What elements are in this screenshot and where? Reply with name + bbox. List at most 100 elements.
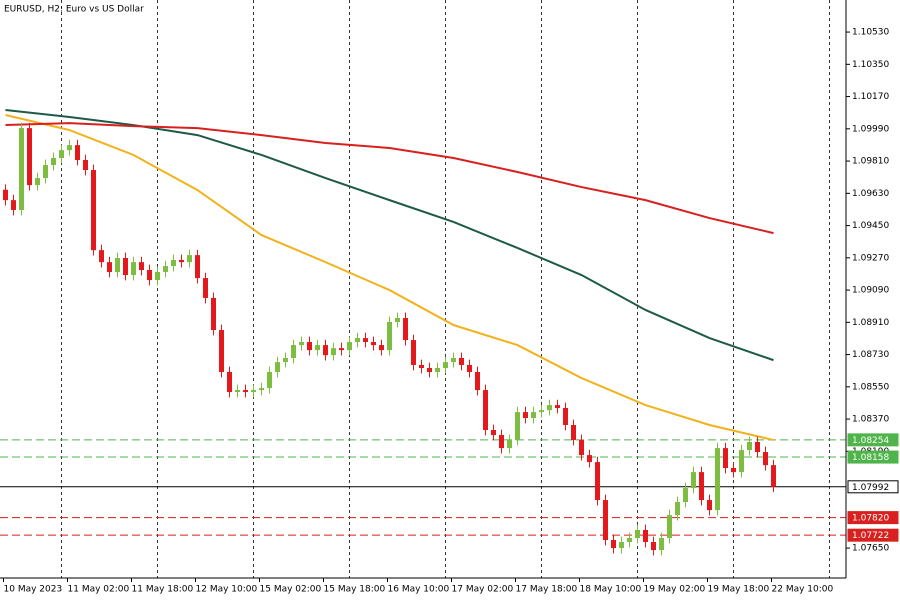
- candle-body: [755, 442, 760, 453]
- y-tick-label: 1.08910: [852, 318, 889, 328]
- candle-body: [43, 165, 48, 179]
- candle-body: [267, 371, 272, 389]
- candle-body: [587, 455, 592, 463]
- y-tick-label: 1.08730: [852, 350, 889, 360]
- candle-body: [339, 348, 344, 351]
- candle-body: [299, 342, 304, 346]
- candle-body: [347, 342, 352, 351]
- candle-body: [27, 128, 32, 186]
- price-level-label: 1.08158: [852, 453, 889, 463]
- candle-body: [539, 410, 544, 413]
- y-tick-label: 1.09630: [852, 189, 889, 199]
- candle-body: [483, 390, 488, 431]
- candle-body: [187, 255, 192, 263]
- y-tick-label: 1.10530: [852, 28, 889, 38]
- candle-body: [435, 368, 440, 372]
- candle-body: [331, 348, 336, 356]
- candle-body: [203, 278, 208, 298]
- candle-body: [419, 364, 424, 369]
- x-tick-label: 19 May 02:00: [644, 585, 706, 595]
- candle-body: [259, 388, 264, 391]
- x-tick-label: 19 May 18:00: [708, 585, 770, 595]
- candle-body: [91, 170, 96, 251]
- candle-body: [139, 262, 144, 271]
- candle-body: [579, 440, 584, 456]
- x-tick-label: 17 May 02:00: [452, 585, 514, 595]
- candle-body: [163, 266, 168, 272]
- y-tick-label: 1.10350: [852, 60, 889, 70]
- x-tick-label: 11 May 18:00: [132, 585, 194, 595]
- candle-body: [731, 467, 736, 473]
- candle-body: [499, 435, 504, 449]
- x-tick-label: 15 May 02:00: [260, 585, 322, 595]
- candle-body: [595, 462, 600, 501]
- candle-body: [371, 342, 376, 346]
- candle-body: [395, 318, 400, 322]
- moving-average: [5, 109, 774, 362]
- candle-body: [411, 340, 416, 365]
- candle-body: [131, 262, 136, 276]
- candle-body: [75, 145, 80, 160]
- candle-body: [323, 345, 328, 356]
- x-tick-label: 12 May 10:00: [196, 585, 258, 595]
- candle-body: [507, 440, 512, 449]
- candle-body: [675, 502, 680, 516]
- candle-body: [11, 200, 16, 210]
- candle-body: [715, 448, 720, 511]
- candle-body: [643, 529, 648, 542]
- candle-body: [667, 515, 672, 539]
- candle-body: [59, 150, 64, 159]
- candle-body: [563, 407, 568, 425]
- x-tick-label: 18 May 10:00: [580, 585, 642, 595]
- x-tick-label: 15 May 18:00: [324, 585, 386, 595]
- candle-body: [459, 357, 464, 365]
- candle-body: [739, 450, 744, 473]
- candle-body: [35, 178, 40, 186]
- price-level-label: 1.07992: [852, 483, 889, 493]
- price-level-box: [847, 480, 899, 494]
- price-level-box: [847, 511, 899, 525]
- y-tick-label: 1.08370: [852, 415, 889, 425]
- candle-body: [211, 297, 216, 331]
- candle-body: [627, 538, 632, 542]
- candle-body: [379, 345, 384, 351]
- candle-body: [363, 338, 368, 343]
- candle-body: [3, 189, 8, 201]
- candle-body: [155, 271, 160, 281]
- candle-body: [99, 250, 104, 263]
- price-level-label: 1.08254: [852, 436, 889, 446]
- y-tick-label: 1.09270: [852, 253, 889, 263]
- candle-body: [571, 424, 576, 441]
- candle-body: [771, 465, 776, 487]
- x-tick-label: 10 May 2023: [4, 585, 63, 595]
- y-tick-label: 1.09810: [852, 157, 889, 167]
- price-level-box: [847, 433, 899, 447]
- candle-body: [491, 430, 496, 436]
- candle-body: [235, 390, 240, 393]
- x-tick-label: 11 May 02:00: [68, 585, 130, 595]
- candle-body: [603, 500, 608, 541]
- candle-body: [107, 262, 112, 272]
- candle-body: [619, 541, 624, 549]
- candle-body: [451, 357, 456, 363]
- candle-body: [19, 128, 24, 210]
- candle-body: [691, 472, 696, 489]
- candle-body: [387, 321, 392, 351]
- candle-body: [635, 529, 640, 539]
- candle-body: [179, 259, 184, 263]
- candle-body: [651, 541, 656, 551]
- candle-body: [427, 368, 432, 372]
- candle-body: [747, 442, 752, 451]
- candle-body: [291, 345, 296, 358]
- moving-average: [5, 114, 774, 442]
- candle-body: [763, 452, 768, 466]
- candle-body: [531, 412, 536, 419]
- candle-body: [699, 472, 704, 501]
- price-level-box: [847, 450, 899, 464]
- candle-body: [443, 362, 448, 369]
- candle-body: [523, 412, 528, 419]
- candle-body: [475, 371, 480, 391]
- y-tick-label: 1.08550: [852, 382, 889, 392]
